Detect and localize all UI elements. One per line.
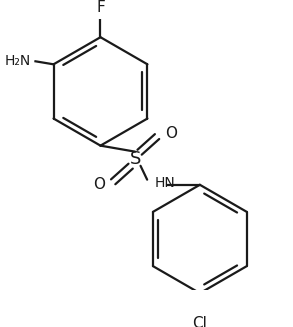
- Text: O: O: [165, 126, 177, 141]
- Text: HN: HN: [155, 176, 176, 190]
- Text: Cl: Cl: [193, 316, 207, 327]
- Text: S: S: [130, 150, 141, 168]
- Text: O: O: [93, 177, 105, 192]
- Text: H₂N: H₂N: [5, 54, 31, 68]
- Text: F: F: [96, 0, 105, 15]
